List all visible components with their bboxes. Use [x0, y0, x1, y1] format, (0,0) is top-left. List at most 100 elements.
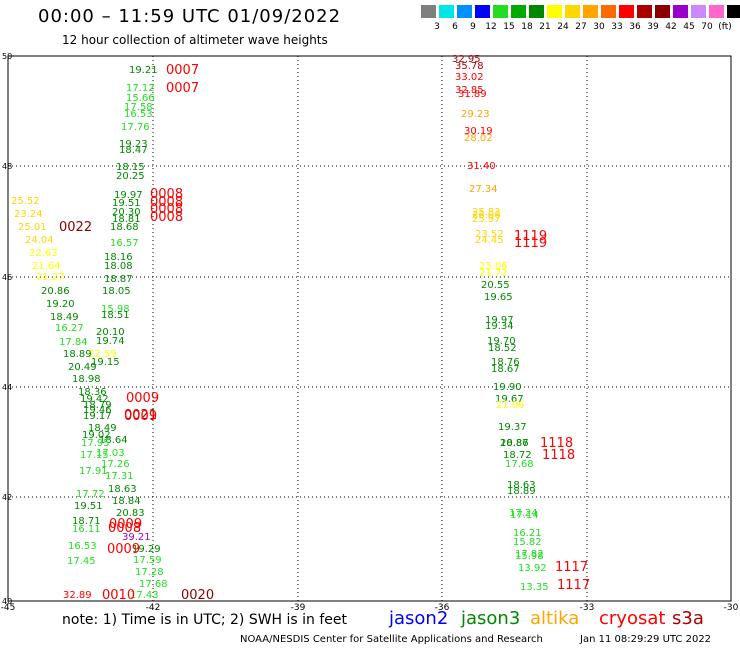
- map-frame: [7, 55, 732, 602]
- wave-height-reading: 18.84: [112, 496, 141, 507]
- wave-height-reading: 18.47: [119, 145, 148, 156]
- time-label: 1118: [542, 448, 575, 463]
- legend-label: 39: [647, 22, 659, 32]
- time-label: 0008: [150, 202, 183, 217]
- wave-height-reading: 17.82: [515, 549, 544, 560]
- time-label: 0008: [150, 210, 183, 225]
- legend-swatch: [673, 5, 688, 18]
- wave-height-reading: 17.14: [510, 510, 539, 521]
- time-label: 1119: [514, 236, 547, 251]
- wave-height-reading: 18.15: [116, 162, 145, 173]
- legend-swatch: [457, 5, 472, 18]
- wave-height-reading: 24.04: [25, 235, 54, 246]
- legend-label: 3: [434, 22, 440, 32]
- wave-height-reading: 20.86: [41, 286, 70, 297]
- wave-height-reading: 17.12: [126, 83, 155, 94]
- time-label: 0020: [181, 588, 214, 603]
- wave-height-reading: 18.81: [112, 214, 141, 225]
- time-label: 0008: [150, 195, 183, 210]
- wave-height-reading: 20.25: [116, 171, 145, 182]
- wave-height-reading: 21.96: [496, 400, 525, 411]
- wave-height-reading: 17.91: [79, 466, 108, 477]
- wave-height-reading: 24.45: [475, 235, 504, 246]
- legend-label: 24: [557, 22, 569, 32]
- wave-height-reading: 23.52: [475, 229, 504, 240]
- chart-title: 00:00 – 11:59 UTC 01/09/2022: [38, 6, 342, 27]
- wave-height-reading: 18.08: [104, 261, 133, 272]
- wave-height-reading: 19.70: [487, 336, 516, 347]
- wave-height-reading: 22.63: [29, 248, 58, 259]
- wave-height-reading: 19.65: [484, 292, 513, 303]
- time-label: 1117: [555, 560, 588, 575]
- legend-label: 18: [521, 22, 533, 32]
- wave-height-reading: 19.51: [112, 198, 141, 209]
- wave-height-reading: 20.30: [112, 207, 141, 218]
- legend-label: 21: [539, 22, 551, 32]
- wave-height-reading: 19.20: [46, 299, 75, 310]
- wave-height-reading: 17.84: [59, 337, 88, 348]
- time-label: 0008: [150, 187, 183, 202]
- wave-height-reading: 25.97: [472, 214, 501, 225]
- satellite-legend-item: cryosat: [599, 608, 666, 629]
- wave-height-reading: 18.87: [104, 274, 133, 285]
- wave-height-reading: 23.06: [479, 261, 508, 272]
- legend-swatch: [475, 5, 490, 18]
- lat-tick-label: 50: [2, 52, 12, 61]
- legend-label: 6: [452, 22, 458, 32]
- legend-swatch: [547, 5, 562, 18]
- wave-height-reading: 18.71: [72, 516, 101, 527]
- wave-height-reading: 18.64: [99, 435, 128, 446]
- legend-label: 70: [701, 22, 713, 32]
- wave-height-reading: 19.46: [83, 405, 112, 416]
- satellite-legend-item: jason2: [389, 608, 449, 629]
- wave-height-reading: 23.24: [14, 209, 43, 220]
- wave-height-reading: 15.82: [513, 537, 542, 548]
- wave-height-reading: 16.21: [513, 528, 542, 539]
- wave-height-reading: 26.06: [472, 210, 501, 221]
- wave-height-reading: 18.72: [503, 450, 532, 461]
- wave-height-reading: 16.53: [124, 109, 153, 120]
- wave-height-reading: 18.05: [102, 286, 131, 297]
- time-label: 0010: [102, 588, 135, 603]
- wave-height-reading: 31.40: [467, 161, 496, 172]
- legend-label: 27: [575, 22, 587, 32]
- wave-height-reading: 18.79: [83, 400, 112, 411]
- wave-height-reading: 32.89: [63, 590, 92, 601]
- wave-height-reading: 19.90: [493, 382, 522, 393]
- wave-height-reading: 20.86: [500, 438, 529, 449]
- wave-height-reading: 17.24: [509, 508, 538, 519]
- lon-tick-label: -36: [435, 603, 450, 613]
- wave-height-reading: 31.89: [458, 89, 487, 100]
- legend-swatch: [565, 5, 580, 18]
- wave-height-reading: 18.63: [108, 484, 137, 495]
- legend-label: 30: [593, 22, 605, 32]
- time-label: 1117: [557, 578, 590, 593]
- wave-height-reading: 13.35: [520, 582, 549, 593]
- generated-timestamp: Jan 11 08:29:29 UTC 2022: [580, 634, 712, 645]
- wave-height-reading: 19.42: [80, 394, 109, 405]
- credit-line: NOAA/NESDIS Center for Satellite Applica…: [240, 634, 543, 645]
- wave-height-reading: 16.27: [55, 323, 84, 334]
- chart-subtitle: 12 hour collection of altimeter wave hei…: [62, 33, 328, 47]
- wave-height-reading: 20.49: [68, 362, 97, 373]
- legend-label: (ft): [718, 22, 732, 32]
- time-label: 0009: [109, 517, 142, 532]
- wave-height-reading: 33.02: [455, 72, 484, 83]
- wave-height-reading: 17.72: [76, 489, 105, 500]
- wave-height-reading: 16.57: [110, 238, 139, 249]
- wave-height-reading: 19.34: [485, 321, 514, 332]
- wave-height-reading: 22.59: [88, 349, 117, 360]
- wave-height-reading: 18.49: [50, 312, 79, 323]
- wave-height-reading: 28.02: [464, 133, 493, 144]
- footer-note: note: 1) Time is in UTC; 2) SWH is in fe…: [62, 612, 348, 628]
- legend-swatch: [421, 5, 436, 18]
- wave-height-reading: 35.78: [455, 61, 484, 72]
- wave-height-reading: 17.43: [130, 590, 159, 601]
- wave-height-reading: 18.49: [88, 423, 117, 434]
- wave-height-reading: 16.11: [72, 524, 101, 535]
- wave-height-reading: 18.52: [488, 343, 517, 354]
- wave-height-reading: 29.23: [461, 109, 490, 120]
- wave-height-reading: 15.98: [101, 304, 130, 315]
- time-label: 0008: [108, 521, 141, 536]
- satellite-legend-item: altika: [530, 608, 580, 629]
